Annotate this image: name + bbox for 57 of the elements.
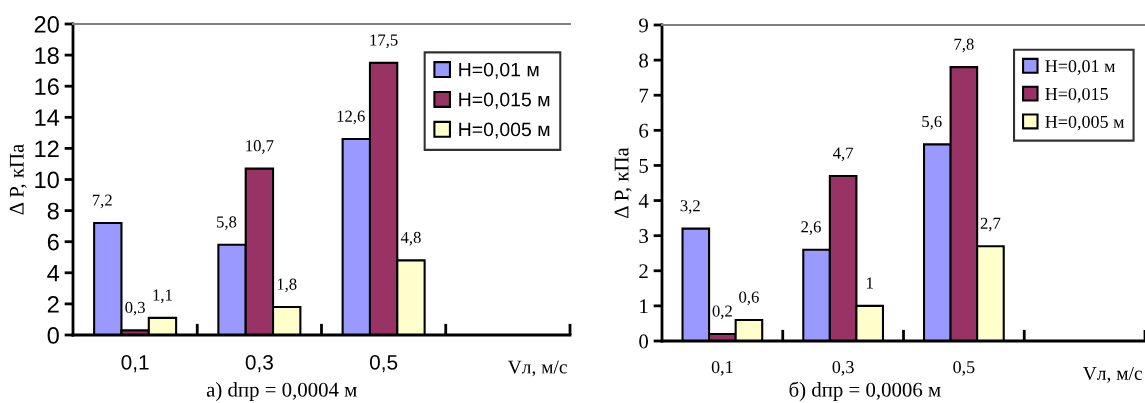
text: а) dпр = 0,0004 м: [206, 382, 357, 401]
y-tick-label: 2: [47, 295, 59, 313]
y-tick-label: 20: [34, 16, 59, 33]
y-tick-label: 16: [35, 78, 59, 95]
data-label: 0,2: [712, 305, 732, 320]
y-tick-label: 8: [639, 53, 649, 68]
legend-label: Н=0,005 м: [459, 122, 550, 139]
y-tick-label: 6: [47, 233, 59, 251]
y-tick-label: 5: [639, 159, 648, 173]
data-label: 0,6: [739, 291, 759, 306]
data-label: 12,6: [337, 110, 365, 125]
y-tick-label: 8: [47, 202, 59, 220]
x-tick-label: 0,5: [953, 360, 975, 376]
data-label: 1: [866, 277, 873, 289]
y-axis-title: Δ P, кПа: [614, 147, 632, 218]
y-tick-label: 1: [640, 299, 648, 314]
y-tick-label: 4: [47, 265, 60, 282]
data-label: 7,8: [954, 38, 974, 53]
data-label: 4,8: [400, 231, 421, 246]
data-label: 7,2: [92, 194, 112, 209]
data-label: 5,6: [922, 115, 942, 130]
y-tick-label: 6: [639, 123, 649, 138]
text: б) dпр = 0,0006 м: [789, 381, 941, 401]
data-label: 17,5: [370, 34, 398, 48]
y-tick-label: 4: [638, 194, 649, 208]
x-tick-label: 0,3: [245, 354, 273, 373]
y-tick-label: 18: [35, 47, 59, 64]
data-label: 3,2: [680, 200, 700, 214]
legend-label: Н=0,015: [1045, 87, 1108, 103]
y-tick-label: 2: [639, 264, 648, 279]
x-tick-label: 0,5: [369, 354, 398, 373]
x-tick-label: 0,3: [832, 360, 854, 376]
y-axis-title: Δ P, кПа: [9, 144, 27, 215]
y-tick-label: 14: [35, 109, 60, 126]
data-label: 2,6: [801, 221, 821, 235]
y-tick-label: 7: [639, 88, 649, 103]
x-axis-title: Vл, м/с: [507, 360, 567, 377]
y-tick-label: 0: [639, 334, 649, 349]
data-label: 10,7: [246, 140, 274, 154]
y-tick-label: 9: [639, 18, 648, 33]
legend-label: Н=0,015 м: [459, 92, 550, 109]
y-tick-label: 0: [47, 327, 59, 344]
legend-label: Н=0,005 м: [1045, 115, 1125, 131]
data-label: 5,8: [217, 216, 237, 230]
y-tick-label: 10: [35, 171, 59, 189]
data-label: 2,7: [980, 217, 1001, 232]
x-tick-label: 0,1: [121, 354, 149, 373]
x-axis-title: Vл, м/с: [1083, 366, 1142, 383]
legend-label: Н=0,01 м: [459, 62, 539, 79]
data-label: 1,8: [277, 278, 297, 293]
y-tick-label: 12: [35, 140, 59, 157]
y-tick-label: 3: [639, 229, 648, 244]
x-tick-label: 0,1: [711, 360, 733, 376]
legend-label: Н=0,01 м: [1045, 60, 1116, 75]
data-label: 1,1: [153, 289, 172, 304]
data-label: 4,7: [833, 147, 854, 162]
data-label: 0,3: [125, 301, 145, 316]
